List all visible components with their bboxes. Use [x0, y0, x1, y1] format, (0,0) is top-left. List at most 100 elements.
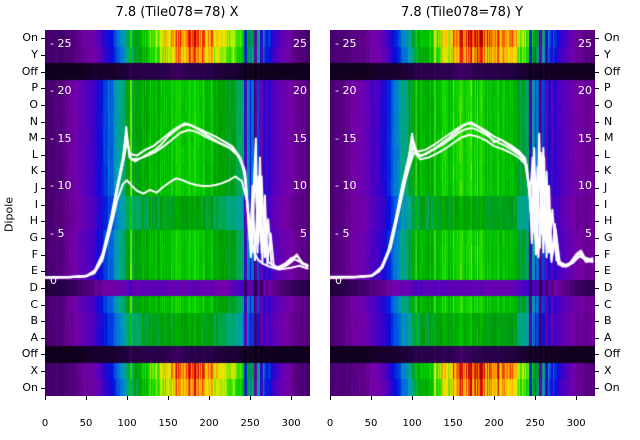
tick-mark [41, 337, 45, 339]
dipole-tick-label-left: Y [31, 47, 38, 61]
dipole-tick-label-right: G [604, 230, 613, 244]
dipole-tick-label-right: J [604, 181, 608, 195]
tick-mark [41, 188, 45, 190]
tick-mark [595, 154, 599, 156]
tick-mark [45, 396, 46, 400]
tick-mark [41, 54, 45, 56]
tick-mark [595, 354, 599, 356]
tick-mark [41, 271, 45, 273]
tick-mark [168, 396, 170, 400]
dipole-tick-label-left: N [29, 114, 38, 128]
tick-mark [595, 188, 599, 190]
dipole-tick-label-right: On [604, 380, 620, 394]
tick-mark [86, 396, 88, 400]
dipole-tick-label-left: K [30, 164, 38, 178]
tick-mark [595, 71, 599, 73]
tick-mark [494, 396, 496, 400]
tick-mark [595, 88, 599, 90]
dipole-tick-label-right: N [604, 114, 613, 128]
inner-tick-label-right: 5 [300, 226, 307, 240]
inner-tick-label-left: - 20 [50, 84, 72, 97]
tick-mark [41, 387, 45, 389]
dipole-tick-label-left: H [29, 214, 38, 228]
tick-mark [595, 104, 599, 106]
tick-mark [576, 396, 578, 400]
dipole-tick-label-left: M [28, 131, 39, 145]
dipole-tick-label-left: P [31, 81, 38, 95]
dipole-tick-label-left: Off [21, 347, 38, 361]
heatmap-canvas-y [330, 30, 595, 396]
dipole-tick-label-right: I [604, 197, 608, 211]
dipole-tick-label-left: L [31, 147, 38, 161]
x-tick-label: 0 [41, 418, 49, 429]
dipole-tick-label-right: H [604, 214, 613, 228]
x-tick-label: 200 [484, 418, 504, 429]
tick-mark [41, 287, 45, 289]
tick-mark [595, 387, 599, 389]
tick-mark [595, 54, 599, 56]
tick-mark [595, 171, 599, 173]
x-tick-label: 150 [443, 418, 463, 429]
dipole-tick-label-left: G [29, 230, 38, 244]
inner-tick-label-right: 20 [578, 84, 592, 97]
dipole-tick-label-right: Y [604, 47, 611, 61]
dipole-tick-label-right: K [604, 164, 612, 178]
dipole-tick-label-right: L [604, 147, 611, 161]
tick-mark [595, 304, 599, 306]
x-tick-label: 100 [402, 418, 422, 429]
tick-mark [535, 396, 537, 400]
inner-tick-label-right: 5 [585, 226, 592, 240]
dipole-tick-label-left: A [30, 330, 38, 344]
heatmap-panel-x [45, 30, 310, 396]
panel-y-title: 7.8 (Tile078=78) Y [400, 5, 524, 20]
tick-mark [127, 396, 129, 400]
dipole-tick-label-left: B [30, 314, 38, 328]
x-tick-label: 200 [199, 418, 219, 429]
tick-mark [41, 321, 45, 323]
dipole-tick-label-right: C [604, 297, 612, 311]
inner-tick-label-right: 25 [578, 36, 592, 50]
tick-mark [453, 396, 455, 400]
dipole-tick-label-left: On [22, 380, 38, 394]
dipole-tick-label-right: X [604, 364, 612, 378]
x-tick-label: 150 [158, 418, 178, 429]
inner-tick-label-left: - 10 [50, 179, 72, 192]
inner-tick-label-left: - 15 [335, 131, 357, 145]
dipole-tick-label-right: D [604, 280, 613, 294]
dipole-tick-label-left: On [22, 31, 38, 45]
tick-mark [595, 221, 599, 223]
inner-tick-label-left: - 25 [335, 36, 357, 50]
dipole-tick-label-right: A [604, 330, 612, 344]
tick-mark [330, 396, 331, 400]
dipole-tick-label-right: B [604, 314, 612, 328]
tick-mark [41, 304, 45, 306]
tick-mark [595, 287, 599, 289]
inner-tick-label-left: - 10 [335, 179, 357, 192]
tick-mark [209, 396, 211, 400]
x-tick-label: 250 [525, 418, 545, 429]
x-tick-label: 50 [79, 418, 93, 429]
dipole-tick-label-right: O [604, 97, 613, 111]
dipole-tick-label-right: Off [604, 347, 621, 361]
dipole-tick-label-right: P [604, 81, 611, 95]
tick-mark [41, 104, 45, 106]
inner-tick-label-left: 0 [50, 274, 57, 287]
heatmap-canvas-x [45, 30, 310, 396]
tick-mark [595, 38, 599, 40]
tick-mark [41, 221, 45, 223]
heatmap-panel-y [330, 30, 595, 396]
tick-mark [595, 204, 599, 206]
tick-mark [595, 337, 599, 339]
tick-mark [41, 171, 45, 173]
tick-mark [250, 396, 252, 400]
tick-mark [41, 237, 45, 239]
tick-mark [41, 354, 45, 356]
inner-tick-label-right: 15 [293, 131, 307, 145]
tick-mark [41, 38, 45, 40]
tick-mark [595, 321, 599, 323]
dipole-tick-label-left: D [29, 280, 38, 294]
tick-mark [41, 204, 45, 206]
tick-mark [595, 138, 599, 140]
x-tick-label: 50 [364, 418, 378, 429]
